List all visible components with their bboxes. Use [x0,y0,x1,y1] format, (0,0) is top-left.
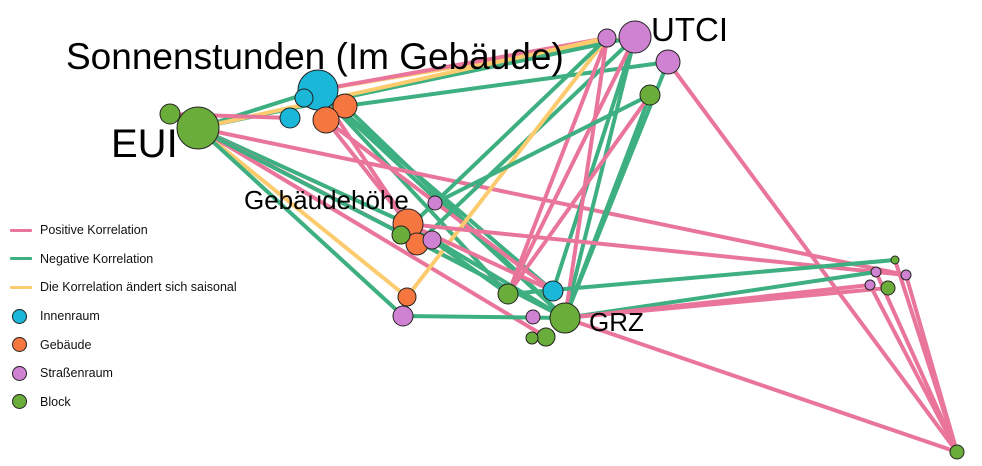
edge-negative-u3-h1 [433,93,652,205]
node-s4 [312,106,340,134]
edge-positive-r3-r6 [904,273,959,454]
node-u1 [597,28,617,48]
edge-negative-e1-grz [168,112,567,320]
legend-item: Positive Korrelation [10,216,237,245]
node-utci [618,20,652,54]
node-g2 [497,283,519,305]
edge-positive-r4-r6 [868,283,959,454]
edge-positive-u1-grz [563,36,609,320]
node-g1 [542,280,564,302]
label-eui: EUI [111,122,178,166]
legend-item: Innenraum [10,302,237,331]
label-grz: GRZ [589,307,644,337]
node-h4 [391,225,411,245]
edge-negative-s3-grz [343,104,567,320]
node-g3 [525,309,541,325]
legend-dot-swatch [12,365,27,381]
legend-dot-swatch [12,308,27,324]
node-s1 [294,88,314,108]
node-g4 [536,327,556,347]
legend-dot-swatch [12,337,27,353]
edge-layer [168,35,959,454]
edge-seasonal-eui-m1 [196,126,409,299]
legend-item: Gebäude [10,330,237,359]
legend-label: Die Korrelation ändert sich saisonal [40,280,237,295]
edge-positive-grz-r5 [563,286,890,320]
legend-line-swatch [10,257,32,261]
edge-negative-grz-r2 [563,270,878,320]
edge-negative-m2-grz [401,314,567,320]
legend: Positive Korrelation Negative Korrelation… [10,216,237,416]
edge-seasonal-eui-u1 [196,36,609,130]
node-s2 [279,107,301,129]
edge-positive-s4-gebaeudehoehe [324,118,410,226]
edge-positive-u1-g2 [506,36,609,296]
label-layer: Sonnenstunden (Im Gebäude) EUI UTCI Gebä… [66,11,728,337]
node-r4 [864,279,876,291]
legend-line-swatch [10,285,32,289]
legend-label: Innenraum [40,309,100,324]
node-layer [159,20,965,460]
edge-negative-utci-g1 [551,35,637,293]
node-g5 [525,331,539,345]
node-s3 [332,93,358,119]
node-m1 [397,287,417,307]
node-r3 [900,269,912,281]
edge-positive-utci-g2 [506,35,637,296]
edge-negative-s3-u2 [343,60,670,108]
legend-dot-swatch [12,394,27,410]
node-u2 [655,49,681,75]
legend-item: Straßenraum [10,359,237,388]
label-gebaeudehoehe: Gebäudehöhe [244,185,409,215]
node-e1 [159,103,181,125]
node-r6 [949,444,965,460]
node-r5 [880,280,896,296]
legend-item: Block [10,388,237,417]
edge-negative-h3-g2 [430,238,510,296]
label-utci: UTCI [651,11,728,48]
label-sonnenstunden: Sonnenstunden (Im Gebäude) [66,36,564,77]
edge-positive-eui-g4 [196,126,548,339]
node-eui [176,106,220,150]
legend-label: Negative Korrelation [40,251,154,266]
legend-label: Positive Korrelation [40,223,148,238]
legend-label: Straßenraum [40,366,113,381]
legend-line-swatch [10,228,32,232]
node-h3 [422,230,442,250]
node-h1 [427,195,443,211]
edge-positive-grz-r6 [563,316,959,454]
edge-negative-utci-grz [563,35,637,320]
edge-positive-u3-g2 [506,93,652,296]
edge-positive-u2-r6 [666,60,959,454]
legend-label: Block [40,394,71,409]
edge-negative-u3-grz [563,93,652,320]
edge-negative-eui-m2 [196,126,405,318]
node-r1 [890,255,900,265]
legend-label: Gebäude [40,337,92,352]
node-m2 [392,305,414,327]
legend-item: Die Korrelation ändert sich saisonal [10,273,237,302]
node-grz [549,302,581,334]
edge-negative-sonnenstunden-g2 [316,88,510,296]
legend-item: Negative Korrelation [10,245,237,274]
node-r2 [870,266,882,278]
edge-negative-g2-r1 [506,258,897,296]
node-u3 [639,84,661,106]
